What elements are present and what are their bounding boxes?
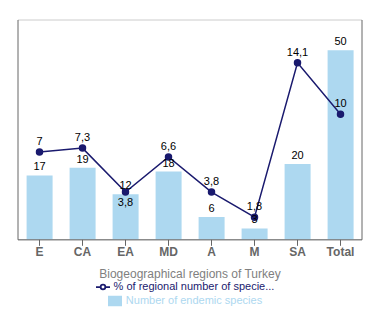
svg-text:CA: CA <box>74 245 92 259</box>
svg-text:18: 18 <box>162 157 174 169</box>
svg-text:6,6: 6,6 <box>161 140 176 152</box>
svg-text:E: E <box>35 245 43 259</box>
svg-text:20: 20 <box>291 149 303 161</box>
svg-text:1,8: 1,8 <box>247 200 262 212</box>
svg-text:3: 3 <box>252 213 258 225</box>
svg-text:Total: Total <box>327 245 355 259</box>
svg-text:50: 50 <box>334 35 346 47</box>
svg-text:7: 7 <box>36 135 42 147</box>
svg-text:SA: SA <box>289 245 306 259</box>
svg-text:10: 10 <box>334 97 346 109</box>
svg-text:19: 19 <box>76 153 88 165</box>
html-text:Number of endemic species: Number of endemic species <box>125 293 263 306</box>
svg-text:M: M <box>250 245 260 259</box>
svg-text:12: 12 <box>119 179 131 191</box>
svg-text:14,1: 14,1 <box>287 46 308 58</box>
svg-text:A: A <box>207 245 216 259</box>
svg-text:3,8: 3,8 <box>204 175 219 187</box>
svg-text:7,3: 7,3 <box>75 131 90 143</box>
svg-text:3,8: 3,8 <box>118 196 133 208</box>
svg-text:MD: MD <box>159 245 178 259</box>
svg-text:6: 6 <box>209 202 215 214</box>
svg-text:17: 17 <box>33 160 45 172</box>
svg-text:Biogeographical regions of Tur: Biogeographical regions of Turkey <box>99 267 280 281</box>
html-text:% of regional number of specie: % of regional number of specie... <box>113 279 275 292</box>
svg-text:EA: EA <box>117 245 134 259</box>
